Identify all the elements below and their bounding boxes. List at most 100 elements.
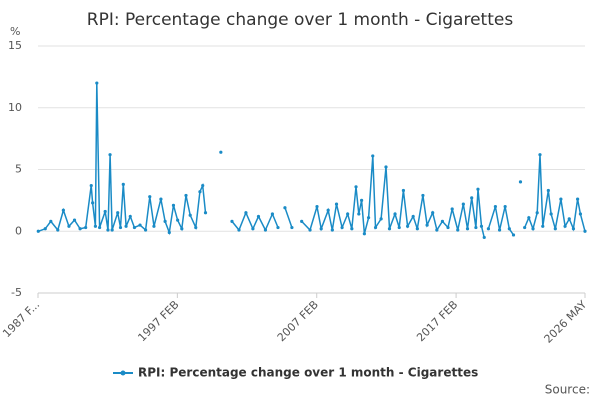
- point: [371, 154, 375, 158]
- point: [546, 188, 550, 193]
- point: [456, 228, 460, 232]
- point: [387, 227, 392, 231]
- point: [357, 212, 361, 216]
- point: [465, 227, 470, 231]
- point: [116, 211, 120, 215]
- legend-marker: [120, 370, 126, 376]
- point: [300, 219, 304, 223]
- point: [319, 227, 323, 231]
- point: [340, 225, 344, 230]
- point: [362, 232, 366, 236]
- source: Source:: [545, 383, 590, 397]
- point: [91, 201, 95, 205]
- point: [106, 228, 110, 232]
- point: [326, 208, 330, 212]
- y-tick-label: 0: [15, 224, 22, 237]
- point: [270, 212, 275, 216]
- series-line: [38, 83, 586, 238]
- point: [583, 229, 587, 233]
- point: [535, 211, 539, 215]
- point: [474, 225, 478, 230]
- point: [237, 228, 241, 232]
- point: [95, 81, 99, 85]
- y-tick-label: 15: [8, 39, 22, 52]
- point: [56, 228, 60, 232]
- point: [283, 206, 287, 210]
- point: [276, 225, 280, 230]
- x-tick-label: 2026 MAY: [542, 298, 590, 346]
- point: [411, 214, 415, 219]
- x-tick-label: 1997 FEB: [135, 298, 181, 344]
- chart-title: RPI: Percentage change over 1 month - Ci…: [87, 10, 514, 30]
- point: [511, 233, 516, 237]
- point: [148, 195, 152, 199]
- point: [450, 207, 454, 211]
- point: [203, 211, 208, 215]
- point: [527, 216, 531, 220]
- point: [263, 228, 268, 232]
- point: [563, 224, 567, 228]
- point: [549, 212, 553, 216]
- point: [97, 225, 102, 230]
- point: [415, 227, 419, 231]
- point: [184, 193, 188, 198]
- point: [124, 224, 128, 228]
- point: [334, 202, 339, 206]
- point: [128, 214, 132, 219]
- point: [435, 228, 439, 232]
- point: [152, 224, 156, 228]
- point: [479, 224, 484, 228]
- point: [49, 219, 53, 223]
- point: [384, 165, 388, 169]
- point: [571, 227, 576, 231]
- point: [108, 153, 112, 157]
- point: [132, 225, 137, 230]
- point: [110, 228, 114, 232]
- point: [461, 202, 465, 206]
- y-tick-label: 5: [15, 163, 22, 176]
- point: [143, 228, 148, 232]
- point: [567, 217, 571, 221]
- point: [576, 197, 580, 201]
- point: [180, 227, 184, 231]
- point: [89, 183, 93, 188]
- point: [397, 225, 401, 230]
- point: [393, 212, 397, 216]
- point: [360, 198, 364, 202]
- point: [405, 224, 410, 228]
- point: [578, 212, 583, 216]
- y-axis-label: %: [10, 25, 20, 38]
- point: [256, 214, 261, 219]
- point: [497, 228, 502, 232]
- point: [315, 204, 319, 209]
- point: [476, 187, 480, 191]
- point: [159, 197, 163, 201]
- point: [138, 223, 142, 227]
- point: [493, 204, 497, 209]
- x-tick-label: 1987 F...: [0, 298, 42, 340]
- point: [244, 211, 248, 215]
- point: [559, 197, 563, 201]
- point: [330, 228, 334, 232]
- point: [36, 229, 40, 233]
- point: [43, 227, 47, 231]
- point: [425, 223, 429, 227]
- point: [401, 188, 406, 193]
- point: [518, 180, 523, 184]
- point: [201, 183, 205, 188]
- point: [176, 218, 180, 222]
- point: [251, 227, 255, 231]
- point: [421, 193, 425, 198]
- point: [350, 227, 354, 231]
- point: [531, 227, 535, 231]
- point: [366, 216, 371, 220]
- point: [121, 182, 125, 186]
- point: [72, 218, 77, 222]
- point: [346, 212, 350, 216]
- point: [93, 224, 98, 228]
- point: [290, 225, 294, 230]
- point: [431, 211, 435, 215]
- y-tick-label: -5: [11, 286, 22, 299]
- point: [219, 150, 223, 154]
